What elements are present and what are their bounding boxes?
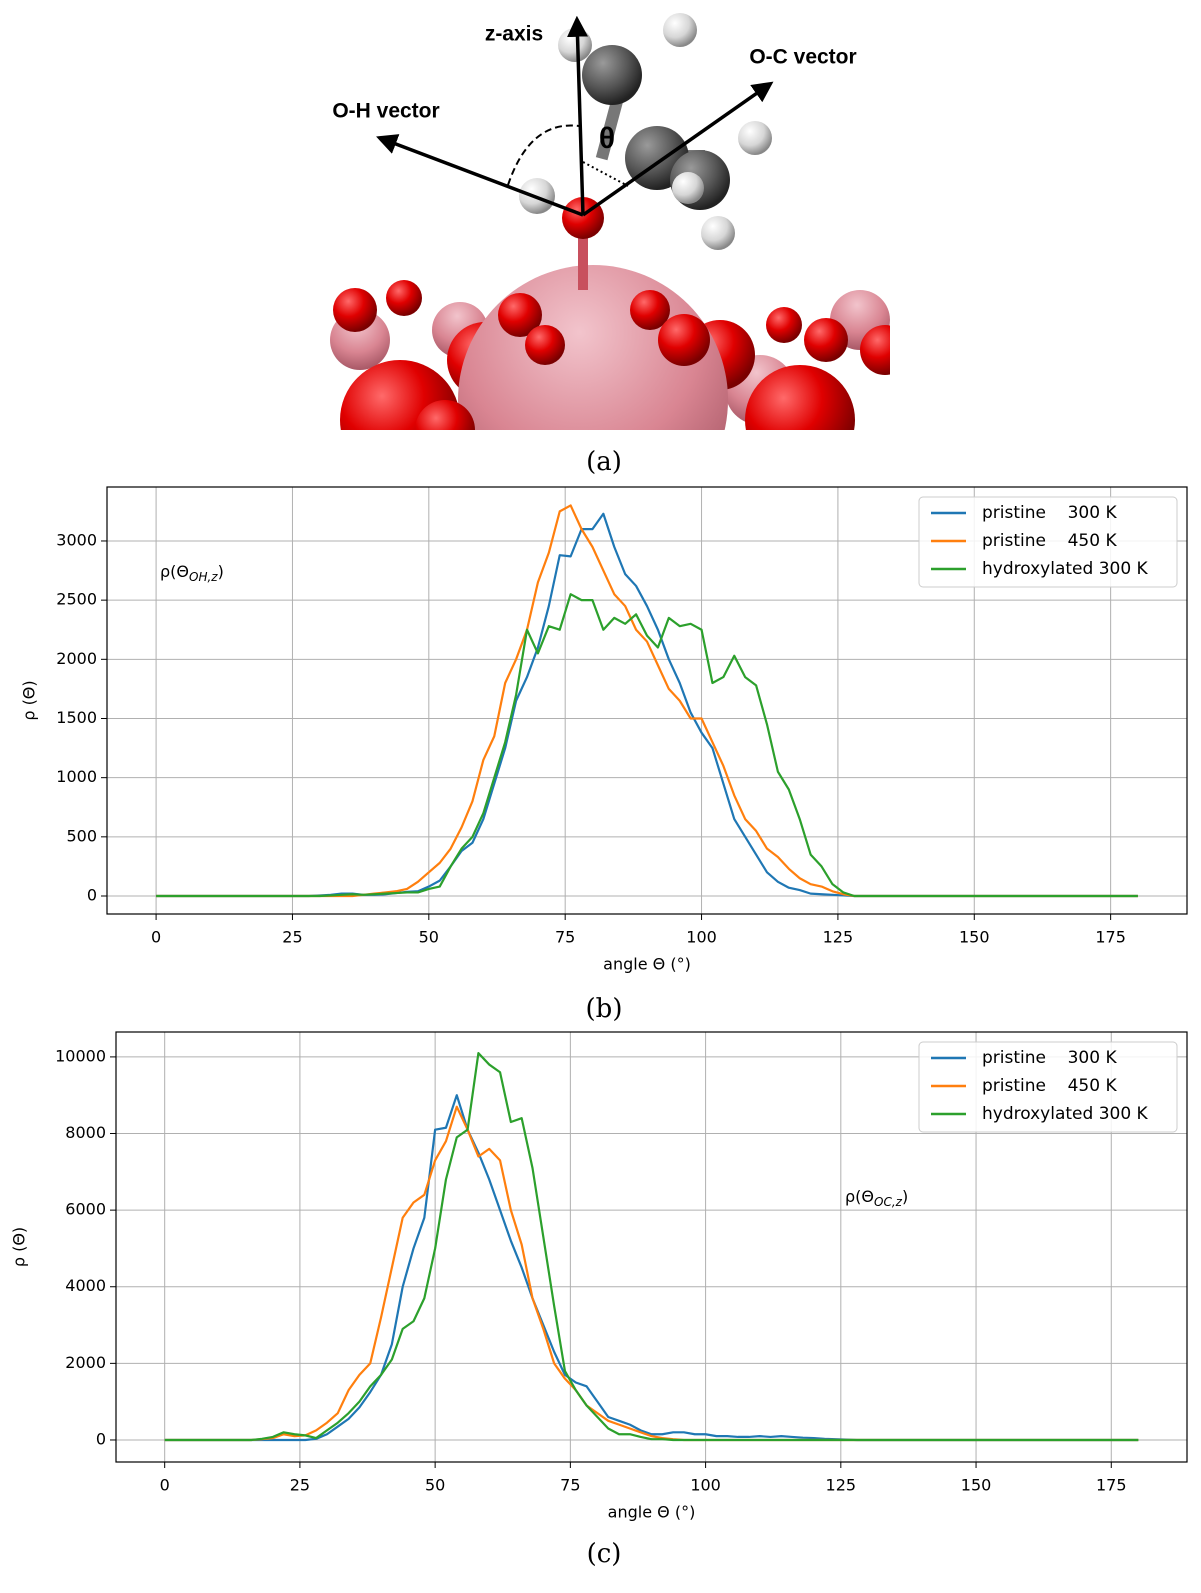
annotation-subscript: OH,z — [189, 570, 218, 584]
x-tick-label: 25 — [290, 1476, 310, 1495]
y-tick-label: 0 — [87, 886, 97, 905]
data-line — [164, 1105, 1139, 1442]
x-tick-label: 50 — [419, 928, 439, 947]
oc-vector-label: O-C vector — [749, 46, 856, 69]
plot-frame — [106, 486, 1188, 915]
legend-label: pristine 450 K — [982, 1076, 1117, 1096]
annotation: ρ(ΘOC,z) — [845, 1187, 908, 1209]
y-tick-label: 0 — [96, 1429, 106, 1448]
plot-frame — [115, 1031, 1188, 1463]
y-tick-label: 500 — [66, 826, 97, 845]
y-axis-label: ρ (Θ) — [10, 1227, 29, 1267]
y-tick-label: 10000 — [55, 1046, 106, 1065]
x-tick-label: 100 — [690, 1476, 721, 1495]
caption: (b) — [586, 994, 623, 1024]
molecule-image — [330, 13, 890, 430]
y-tick-label: 1000 — [56, 767, 97, 786]
annotation-tail: ) — [902, 1187, 908, 1206]
caption: (a) — [586, 447, 622, 477]
x-axis-label: angle Θ (°) — [603, 955, 691, 974]
annotation: ρ(ΘOH,z) — [160, 562, 224, 584]
x-tick-label: 150 — [959, 928, 990, 947]
annotation-tail: ) — [218, 562, 224, 581]
z-axis-label: z-axis — [485, 23, 543, 46]
x-tick-label: 100 — [686, 928, 717, 947]
annotation-subscript: OC,z — [874, 1195, 903, 1209]
x-tick-label: 75 — [555, 928, 575, 947]
y-axis-label: ρ (Θ) — [20, 680, 39, 720]
caption: (c) — [587, 1539, 622, 1569]
y-tick-label: 6000 — [65, 1200, 106, 1219]
legend-box — [918, 496, 1178, 588]
y-tick-label: 1500 — [56, 708, 97, 727]
legend-label: pristine 300 K — [982, 503, 1117, 523]
legend-label: pristine 300 K — [982, 1048, 1117, 1068]
legend-label: hydroxylated 300 K — [982, 1104, 1149, 1124]
y-tick-label: 8000 — [65, 1123, 106, 1142]
x-tick-label: 125 — [826, 1476, 857, 1495]
x-tick-label: 50 — [425, 1476, 445, 1495]
y-tick-label: 2000 — [56, 649, 97, 668]
x-tick-label: 0 — [160, 1476, 170, 1495]
data-line — [164, 1094, 1139, 1442]
x-tick-label: 0 — [151, 928, 161, 947]
x-tick-label: 75 — [560, 1476, 580, 1495]
y-tick-label: 4000 — [65, 1276, 106, 1295]
legend-label: hydroxylated 300 K — [982, 559, 1149, 579]
legend-box — [918, 1041, 1178, 1133]
x-tick-label: 175 — [1095, 928, 1126, 947]
x-tick-label: 125 — [823, 928, 854, 947]
y-tick-label: 2500 — [56, 590, 97, 609]
oh-vector-label: O-H vector — [332, 100, 439, 123]
data-line — [164, 1051, 1139, 1442]
y-tick-label: 2000 — [65, 1353, 106, 1372]
y-tick-label: 3000 — [56, 530, 97, 549]
x-axis-label: angle Θ (°) — [608, 1503, 696, 1522]
annotation-text: ρ(Θ — [845, 1187, 874, 1206]
annotation-text: ρ(Θ — [160, 562, 189, 581]
x-tick-label: 150 — [961, 1476, 992, 1495]
theta-label: θ — [599, 122, 615, 155]
x-tick-label: 25 — [282, 928, 302, 947]
x-tick-label: 175 — [1096, 1476, 1127, 1495]
data-line — [156, 593, 1138, 898]
legend-label: pristine 450 K — [982, 531, 1117, 551]
